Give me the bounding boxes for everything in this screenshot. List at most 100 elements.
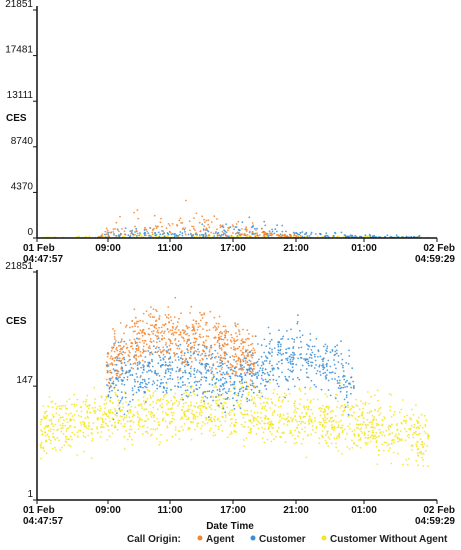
bottom-point-agent bbox=[186, 327, 189, 330]
bottom-point-customer-without-agent bbox=[165, 399, 168, 402]
bottom-point-customer bbox=[123, 361, 126, 364]
bottom-point-customer-without-agent bbox=[65, 418, 68, 420]
bottom-point-agent bbox=[146, 322, 148, 325]
bottom-point-customer bbox=[321, 364, 323, 367]
bottom-point-customer bbox=[346, 385, 348, 388]
bottom-point-customer bbox=[208, 383, 211, 386]
bottom-point-customer-without-agent bbox=[408, 436, 410, 439]
top-point-agent bbox=[143, 228, 146, 231]
bottom-point-customer bbox=[246, 397, 249, 400]
top-point-customer bbox=[271, 230, 274, 233]
bottom-point-customer-without-agent bbox=[66, 421, 69, 424]
bottom-point-customer bbox=[259, 382, 262, 385]
bottom-point-customer-without-agent bbox=[326, 395, 329, 398]
top-point-agent bbox=[205, 219, 208, 222]
top-point-agent bbox=[284, 235, 287, 238]
bottom-point-agent bbox=[250, 362, 253, 365]
bottom-point-customer-without-agent bbox=[278, 397, 280, 399]
bottom-point-customer bbox=[298, 346, 300, 349]
bottom-point-customer-without-agent bbox=[228, 433, 231, 436]
bottom-point-agent bbox=[219, 347, 221, 350]
bottom-point-customer-without-agent bbox=[141, 407, 143, 410]
bottom-point-customer-without-agent bbox=[131, 415, 134, 418]
legend-label-agent: Agent bbox=[206, 534, 235, 545]
bottom-point-agent bbox=[235, 360, 238, 362]
bottom-point-customer bbox=[115, 359, 118, 362]
bottom-point-agent bbox=[180, 351, 183, 354]
bottom-point-agent bbox=[134, 330, 136, 332]
bottom-point-customer bbox=[326, 347, 328, 350]
top-point-agent bbox=[192, 234, 195, 236]
bottom-point-customer-without-agent bbox=[242, 416, 245, 419]
bottom-point-customer-without-agent bbox=[322, 436, 325, 439]
bottom-point-agent bbox=[128, 351, 131, 354]
bottom-point-customer bbox=[222, 384, 225, 387]
bottom-point-agent bbox=[201, 317, 204, 319]
bottom-point-customer bbox=[271, 351, 273, 354]
bottom-point-customer-without-agent bbox=[172, 402, 174, 405]
bottom-point-customer-without-agent bbox=[346, 432, 348, 435]
bottom-point-agent bbox=[164, 343, 167, 346]
bottom-point-customer bbox=[203, 376, 206, 378]
bottom-point-customer-without-agent bbox=[73, 403, 75, 406]
top-point-agent bbox=[146, 230, 149, 233]
bottom-point-customer-without-agent bbox=[94, 412, 96, 415]
bottom-point-agent bbox=[139, 354, 142, 357]
bottom-point-agent bbox=[132, 347, 134, 350]
bottom-point-customer-without-agent bbox=[377, 399, 379, 402]
bottom-point-agent bbox=[193, 344, 196, 347]
bottom-point-customer-without-agent bbox=[361, 411, 364, 413]
bottom-point-agent bbox=[141, 339, 144, 342]
bottom-point-agent bbox=[156, 335, 158, 338]
bottom-point-customer-without-agent bbox=[93, 386, 96, 389]
bottom-point-customer-without-agent bbox=[187, 428, 190, 431]
bottom-point-customer bbox=[178, 370, 180, 373]
bottom-point-customer bbox=[325, 376, 328, 379]
bottom-point-customer-without-agent bbox=[342, 429, 344, 432]
bottom-point-customer bbox=[215, 396, 217, 398]
bottom-point-customer-without-agent bbox=[293, 402, 296, 405]
bottom-point-customer-without-agent bbox=[309, 417, 311, 420]
top-point-customer bbox=[248, 216, 251, 219]
bottom-point-customer bbox=[323, 366, 326, 369]
bottom-point-customer bbox=[150, 370, 153, 373]
bottom-point-customer bbox=[177, 345, 180, 347]
bottom-point-customer bbox=[334, 397, 337, 400]
bottom-point-agent bbox=[229, 339, 232, 342]
bottom-point-customer-without-agent bbox=[192, 417, 195, 420]
bottom-point-customer bbox=[233, 392, 236, 395]
bottom-point-customer-without-agent bbox=[116, 414, 118, 417]
bottom-point-customer bbox=[252, 354, 254, 357]
bottom-point-customer bbox=[277, 345, 280, 348]
bottom-point-customer bbox=[121, 396, 124, 399]
bottom-point-customer-without-agent bbox=[171, 435, 174, 438]
bottom-point-agent bbox=[217, 322, 220, 325]
bottom-point-customer bbox=[121, 369, 124, 372]
bottom-point-customer bbox=[156, 384, 159, 387]
top-point-agent bbox=[133, 211, 136, 214]
bottom-point-agent bbox=[134, 351, 137, 353]
bottom-point-customer-without-agent bbox=[130, 428, 133, 431]
bottom-point-customer bbox=[213, 356, 216, 359]
bottom-point-customer bbox=[263, 351, 265, 354]
bottom-point-customer bbox=[144, 385, 147, 388]
top-point-agent bbox=[232, 232, 234, 234]
bottom-point-customer-without-agent bbox=[172, 411, 175, 414]
bottom-point-customer bbox=[184, 389, 187, 392]
top-point-agent bbox=[193, 217, 195, 220]
bottom-point-customer-without-agent bbox=[374, 408, 376, 411]
bottom-point-customer-without-agent bbox=[238, 405, 241, 408]
bottom-point-customer-without-agent bbox=[44, 434, 47, 437]
bottom-point-customer bbox=[175, 370, 178, 373]
bottom-point-customer-without-agent bbox=[419, 438, 422, 441]
bottom-point-customer bbox=[340, 353, 343, 355]
top-point-agent bbox=[112, 231, 115, 233]
bottom-point-customer-without-agent bbox=[294, 437, 296, 440]
bottom-point-customer-without-agent bbox=[264, 405, 267, 407]
bottom-point-customer bbox=[322, 366, 324, 369]
bottom-point-customer bbox=[249, 367, 252, 370]
bottom-point-customer-without-agent bbox=[69, 445, 72, 448]
bottom-point-customer-without-agent bbox=[268, 427, 270, 430]
bottom-point-customer-without-agent bbox=[372, 419, 375, 422]
bottom-point-customer bbox=[245, 388, 248, 390]
